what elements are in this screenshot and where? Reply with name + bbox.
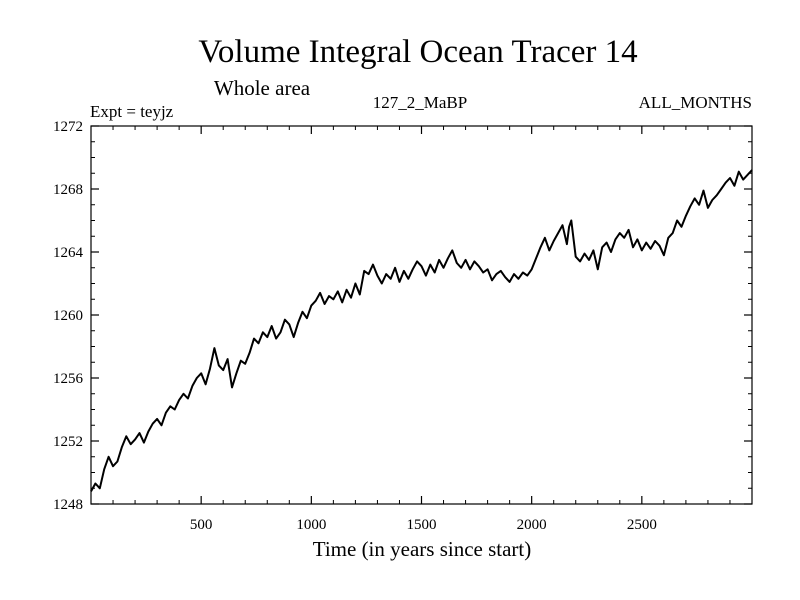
x-tick-label: 1000	[296, 517, 326, 533]
x-tick-label: 1500	[407, 517, 437, 533]
series-layer	[90, 169, 753, 492]
chart-title: Volume Integral Ocean Tracer 14	[198, 34, 637, 70]
y-tick-label: 1264	[53, 245, 84, 261]
y-tick-label: 1252	[53, 434, 83, 450]
y-tick-label: 1256	[53, 371, 84, 387]
x-tick-label: 2000	[517, 517, 547, 533]
series-line	[90, 169, 753, 492]
axis-ticks: 500 1000 1500 2000 2500 1248 1252 1256 1260 1264 1…	[53, 119, 752, 533]
x-tick-label: 500	[190, 517, 213, 533]
months-label: ALL_MONTHS	[639, 93, 752, 112]
y-tick-label: 1272	[53, 119, 83, 135]
y-tick-label: 1248	[53, 497, 83, 513]
x-axis-label: Time (in years since start)	[313, 537, 532, 561]
x-tick-label: 2500	[627, 517, 657, 533]
y-tick-label: 1260	[53, 308, 83, 324]
y-tick-label: 1268	[53, 182, 83, 198]
expt-label: Expt = teyjz	[90, 102, 174, 121]
run-label: 127_2_MaBP	[373, 93, 467, 112]
plot-frame	[90, 125, 753, 505]
chart-subtitle: Whole area	[214, 76, 311, 100]
